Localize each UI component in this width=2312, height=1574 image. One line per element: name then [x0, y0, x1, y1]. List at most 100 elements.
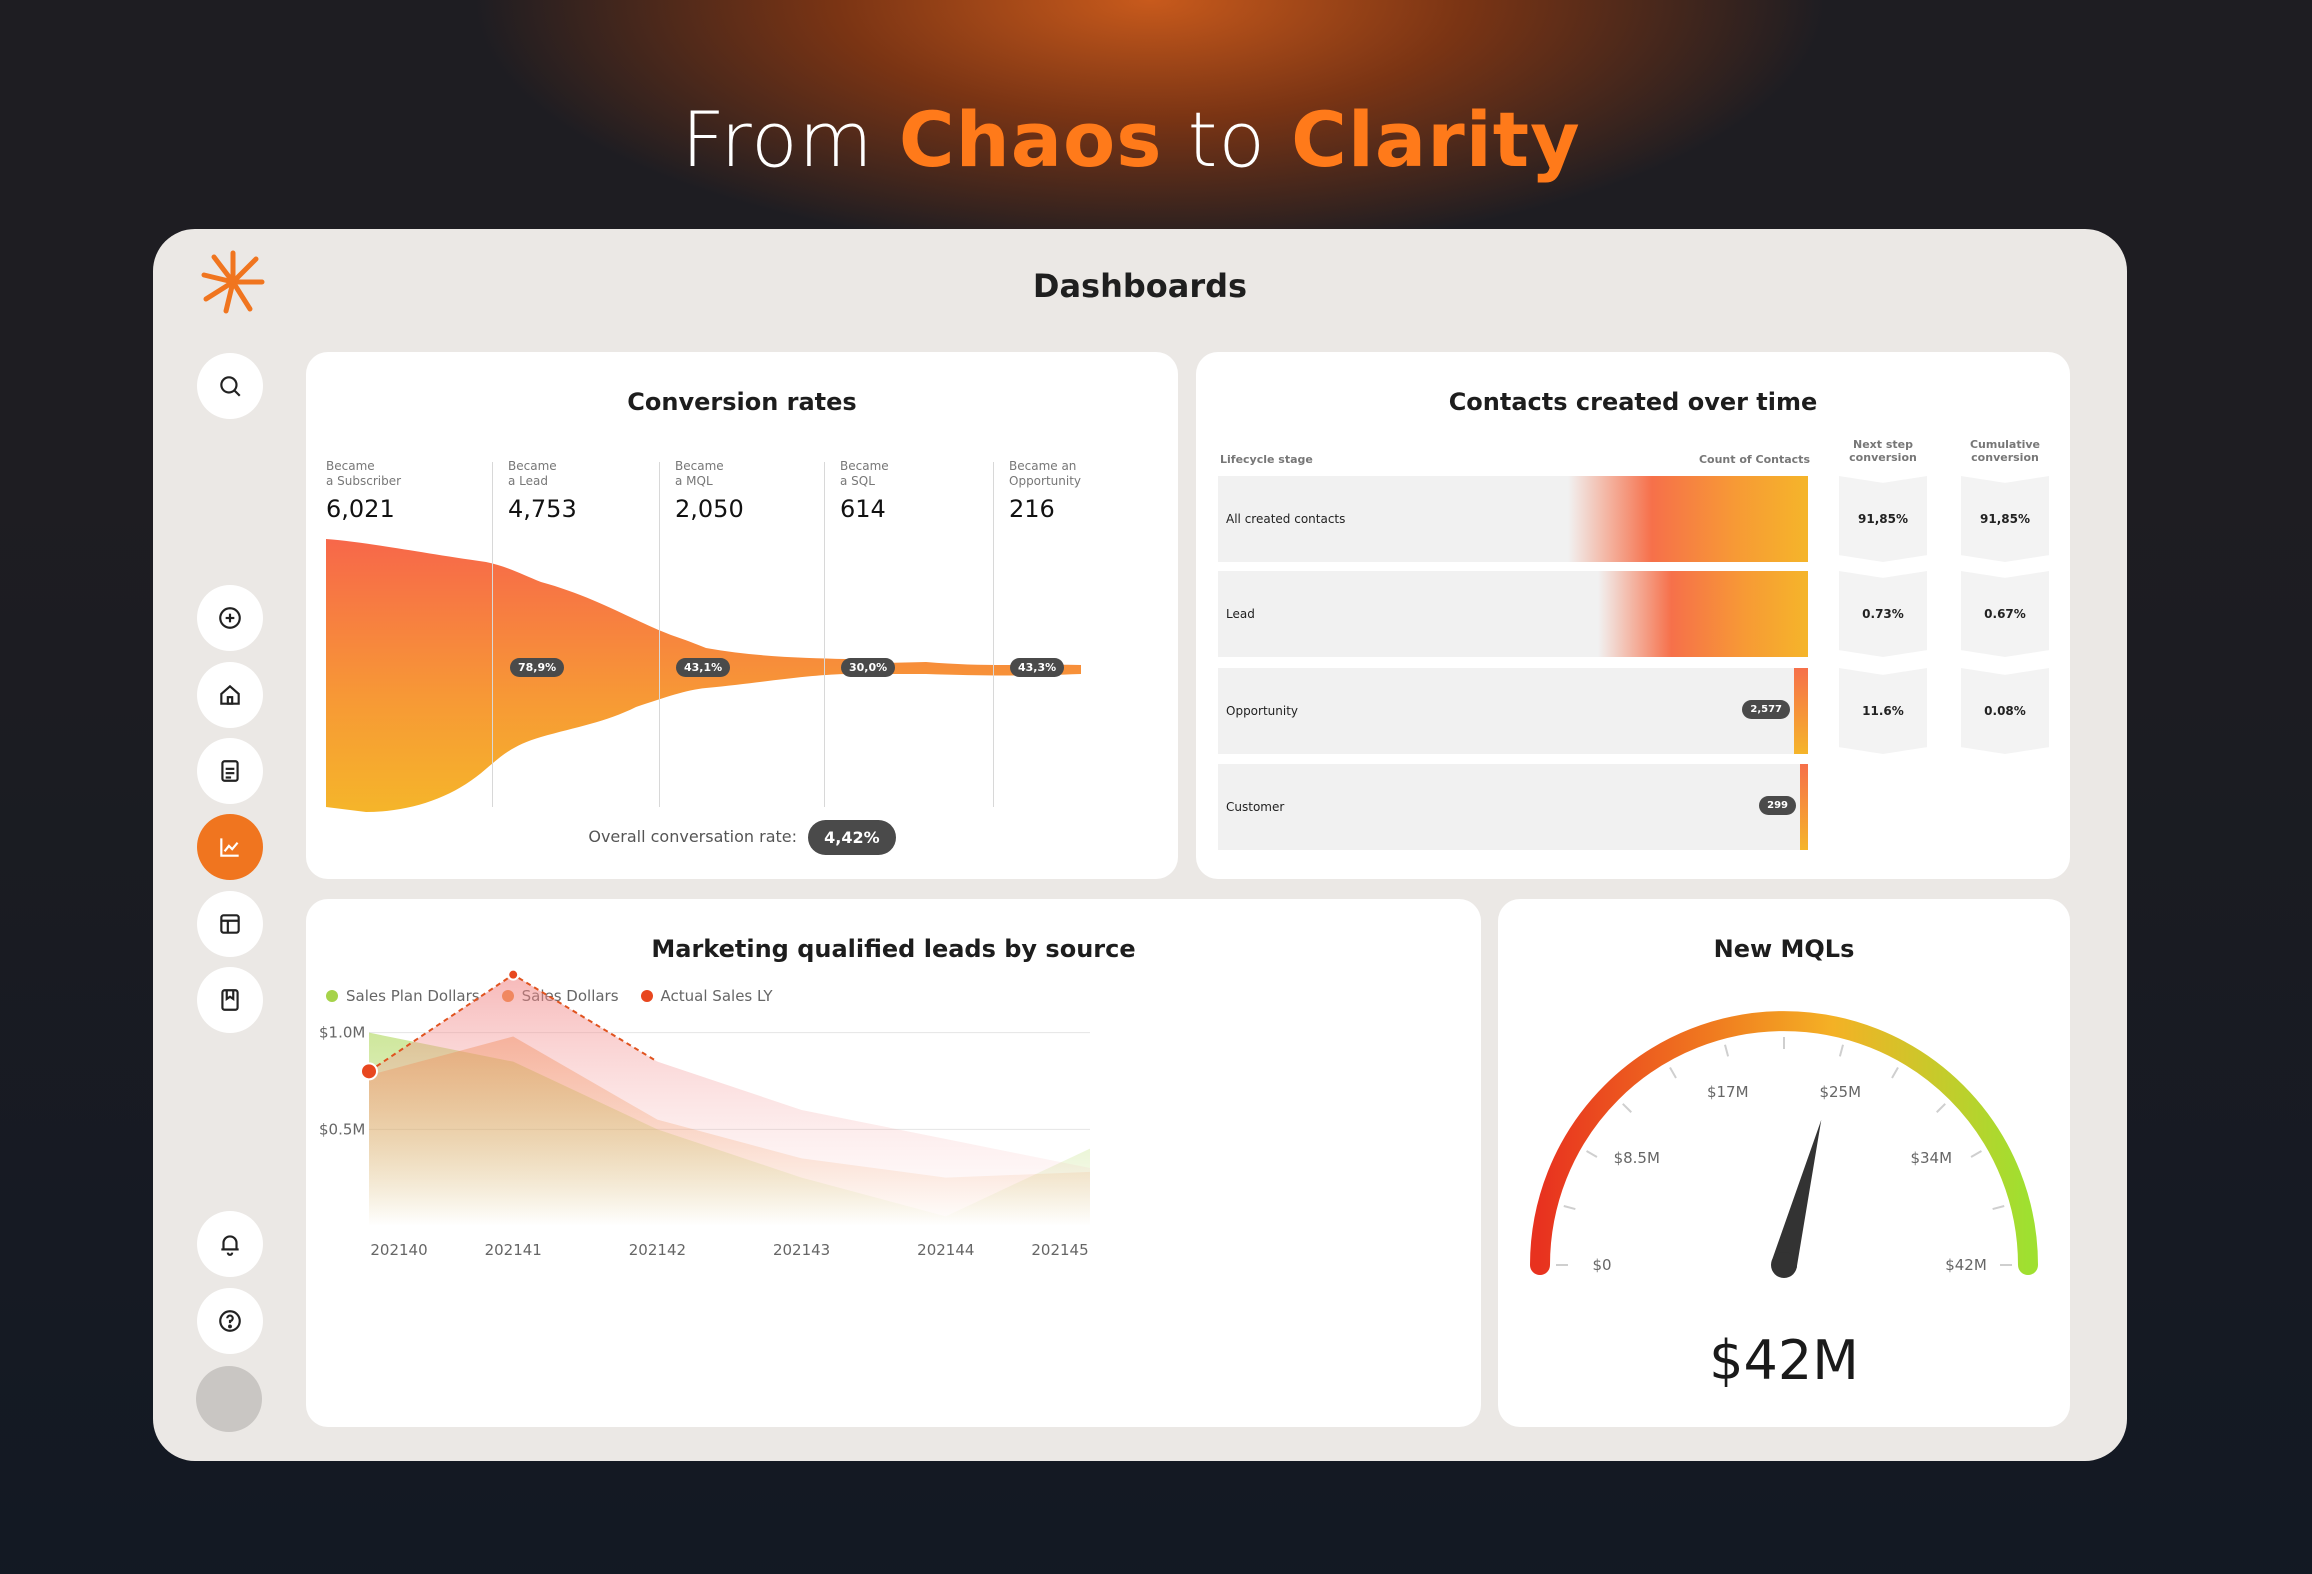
gauge-tick: [1891, 1067, 1899, 1079]
gauge-tick: [1586, 1150, 1598, 1158]
cumulative-cell: 91,85%: [1961, 476, 2049, 562]
search-button[interactable]: [197, 353, 263, 419]
stage-divider: [824, 462, 825, 807]
layout-button[interactable]: [197, 891, 263, 957]
row-stage-name: Lead: [1226, 607, 1255, 621]
hero-word-clarity: Clarity: [1291, 95, 1581, 184]
user-avatar[interactable]: [196, 1366, 262, 1432]
legend-dot: [326, 990, 338, 1002]
stage-value: 2,050: [675, 495, 744, 523]
gauge-needle: [1771, 1119, 1822, 1269]
stage-value: 216: [1009, 495, 1055, 523]
dashboard-window: Dashboards Conversion rates: [153, 229, 2127, 1461]
count-bar: [1598, 571, 1808, 657]
stage-mql: Became a MQL 2,050: [675, 459, 744, 523]
mql-by-source-card: Marketing qualified leads by source Sale…: [306, 899, 1481, 1427]
stage-lead: Became a Lead 4,753: [508, 459, 577, 523]
brand-logo-icon[interactable]: [198, 247, 268, 317]
header-lifecycle-stage: Lifecycle stage: [1220, 453, 1313, 466]
chart-line-icon: [220, 838, 239, 857]
gauge-tick: [1838, 1044, 1844, 1057]
conversion-funnel-chart: [326, 539, 1081, 812]
y-tick-label: $0.5M: [319, 1120, 365, 1138]
add-button[interactable]: [197, 585, 263, 651]
help-button[interactable]: [197, 1288, 263, 1354]
home-button[interactable]: [197, 662, 263, 728]
legend-item[interactable]: Sales Plan Dollars: [326, 987, 480, 1005]
x-tick-label: 202145: [1031, 1241, 1088, 1259]
home-icon: [220, 684, 240, 705]
stage-sql: Became a SQL 614: [840, 459, 889, 523]
gauge-hub: [1771, 1252, 1797, 1278]
legend-item[interactable]: Actual Sales LY: [640, 987, 773, 1005]
stage-subscriber: Became a Subscriber 6,021: [326, 459, 401, 523]
mql-area-chart: $1.0M $0.5M 202140 202141 202142 202143 202144…: [319, 968, 1090, 1259]
documents-button[interactable]: [197, 738, 263, 804]
analytics-button[interactable]: [197, 814, 263, 880]
stage-divider: [659, 462, 660, 807]
contacts-row[interactable]: 299 Customer: [1218, 764, 1808, 850]
gauge-tick-label: $42M: [1945, 1256, 1987, 1274]
legend-label: Actual Sales LY: [660, 987, 773, 1005]
mql-gauge: $0 $8.5M $17M $25M $34M $42M: [1530, 1011, 2038, 1278]
contacts-row[interactable]: Lead: [1218, 571, 1808, 657]
row-count-pill: 2,577: [1742, 700, 1790, 719]
stage-divider: [993, 462, 994, 807]
notifications-button[interactable]: [197, 1211, 263, 1277]
header-count: Count of Contacts: [1698, 453, 1810, 466]
cumulative-cell: 0.08%: [1961, 668, 2049, 754]
gauge-tick-label: $25M: [1819, 1083, 1861, 1101]
x-tick-label: 202144: [917, 1241, 974, 1259]
row-stage-name: Opportunity: [1226, 704, 1299, 718]
x-tick-label: 202141: [485, 1241, 542, 1259]
contacts-row[interactable]: All created contacts: [1218, 476, 1808, 562]
data-point[interactable]: [507, 968, 520, 981]
contacts-row[interactable]: 2,577 Opportunity: [1218, 668, 1808, 754]
bookmark-icon: [221, 989, 239, 1011]
legend-dot: [640, 990, 653, 1002]
x-tick-label: 202143: [773, 1241, 830, 1259]
gauge-tick: [1936, 1103, 1946, 1113]
row-count-pill: 299: [1759, 796, 1796, 815]
bell-icon: [221, 1235, 239, 1256]
header-next-step: Next step conversion: [1849, 438, 1917, 464]
header-cumulative: Cumulative conversion: [1969, 438, 2041, 464]
count-bar: [1794, 668, 1808, 754]
rate-pill: 78,9%: [510, 658, 565, 677]
rate-pill: 43,3%: [1010, 658, 1065, 677]
layout-icon: [220, 914, 240, 934]
gauge-tick: [1669, 1067, 1677, 1079]
gauge-tick: [1563, 1205, 1576, 1211]
hero-headline: From Chaos to Clarity: [0, 95, 2262, 184]
stage-opportunity: Became an Opportunity 216: [1009, 459, 1081, 523]
add-circle-icon: [219, 607, 241, 629]
gauge-arc: [1530, 1011, 2038, 1275]
count-bar: [1568, 476, 1808, 562]
data-point[interactable]: [360, 1062, 378, 1081]
conversion-title: Conversion rates: [627, 388, 857, 416]
mql-title: Marketing qualified leads by source: [651, 935, 1136, 963]
x-tick-label: 202142: [629, 1241, 686, 1259]
x-tick-label: 202140: [370, 1241, 427, 1259]
gauge-tick: [1724, 1044, 1730, 1057]
gauge-tick-label: $17M: [1707, 1083, 1749, 1101]
conversion-rates-card: Conversion rates Became a Subscriber 6,0…: [306, 352, 1178, 879]
stage-label: Became a Lead: [508, 459, 557, 488]
help-icon: [219, 1310, 241, 1332]
page-title: Dashboards: [1032, 267, 1248, 305]
rate-pill: 43,1%: [676, 658, 731, 677]
new-mqls-title: New MQLs: [1713, 935, 1855, 963]
stage-label: Became an Opportunity: [1009, 459, 1082, 488]
cumulative-cell: 0.67%: [1961, 571, 2049, 657]
row-stage-name: All created contacts: [1226, 512, 1346, 526]
y-tick-label: $1.0M: [319, 1024, 365, 1042]
stage-label: Became a MQL: [675, 459, 724, 488]
stage-label: Became a SQL: [840, 459, 889, 488]
overall-value-pill: 4,42%: [808, 820, 896, 855]
series-area-actual-ly: [369, 974, 1090, 1226]
hero-middle: to: [1187, 95, 1266, 184]
row-stage-name: Customer: [1226, 800, 1285, 814]
bookmarks-button[interactable]: [197, 967, 263, 1033]
stage-value: 4,753: [508, 495, 577, 523]
gauge-tick: [1970, 1150, 1982, 1158]
